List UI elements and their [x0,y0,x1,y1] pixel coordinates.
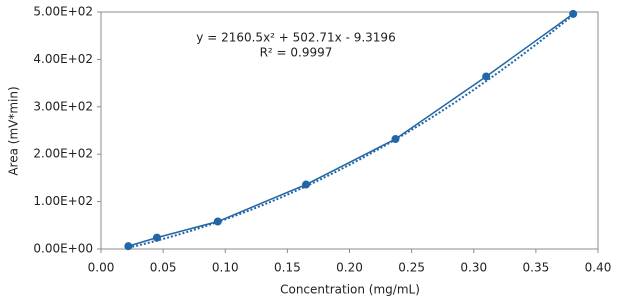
x-tick-label: 0.10 [212,261,239,275]
y-tick-label: 2.00E+02 [33,147,93,161]
data-point [569,9,578,18]
trendline [128,14,574,249]
y-tick-label: 0.00E+00 [33,242,93,256]
data-point [124,242,133,251]
y-tick-label: 1.00E+02 [33,194,93,208]
y-tick-label: 4.00E+02 [33,52,93,66]
data-point [152,233,161,242]
y-axis-title: Area (mV*min) [7,86,21,175]
x-tick-label: 0.20 [336,261,363,275]
y-tick-label: 5.00E+02 [33,5,93,19]
data-point [391,135,400,144]
series-line [128,13,574,247]
x-tick-label: 0.35 [523,261,550,275]
data-point [213,217,222,226]
x-tick-label: 0.30 [460,261,487,275]
r-squared: R² = 0.9997 [260,46,333,60]
x-tick-label: 0.00 [88,261,115,275]
data-point [302,180,311,189]
trend-equation: y = 2160.5x² + 502.71x - 9.3196 [196,31,395,45]
x-axis-title: Concentration (mg/mL) [280,283,420,297]
data-point [482,72,491,81]
y-tick-label: 3.00E+02 [33,99,93,113]
x-tick-label: 0.40 [585,261,612,275]
x-tick-label: 0.25 [398,261,425,275]
x-tick-label: 0.15 [274,261,301,275]
plot-frame [100,11,599,250]
x-tick-label: 0.05 [150,261,177,275]
